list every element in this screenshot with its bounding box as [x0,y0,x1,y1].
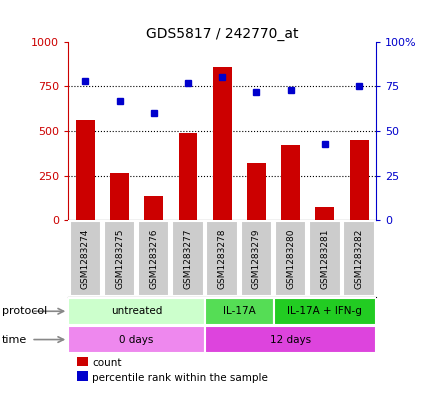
Text: time: time [2,334,27,345]
Bar [205,298,274,325]
Text: untreated: untreated [111,306,162,316]
Text: 0 days: 0 days [119,334,154,345]
Text: IL-17A: IL-17A [223,306,256,316]
Bar [281,145,300,220]
Text: GSM1283278: GSM1283278 [218,229,227,289]
Bar [76,120,95,220]
Text: protocol: protocol [2,306,48,316]
Bar [205,326,376,353]
Bar [309,221,341,296]
Text: GSM1283279: GSM1283279 [252,229,261,289]
Bar [213,67,231,220]
Bar [138,221,169,296]
Bar [275,221,306,296]
Text: GSM1283282: GSM1283282 [355,229,363,289]
Text: GSM1283274: GSM1283274 [81,229,90,289]
Bar [241,221,272,296]
Text: GSM1283277: GSM1283277 [183,229,192,289]
Bar [179,133,198,220]
Text: count: count [92,358,122,368]
Text: percentile rank within the sample: percentile rank within the sample [92,373,268,383]
Text: 12 days: 12 days [270,334,311,345]
Bar [104,221,135,296]
Bar [70,221,101,296]
Bar [172,221,204,296]
Text: GSM1283281: GSM1283281 [320,229,330,289]
Bar [247,163,266,220]
Bar [68,298,205,325]
Text: IL-17A + IFN-g: IL-17A + IFN-g [287,306,362,316]
Text: GSM1283280: GSM1283280 [286,229,295,289]
Bar [315,207,334,220]
Bar [68,326,205,353]
Text: GSM1283276: GSM1283276 [149,229,158,289]
Bar [274,298,376,325]
Bar [110,173,129,220]
Bar [350,140,369,220]
Bar [144,196,163,220]
Text: GSM1283275: GSM1283275 [115,229,124,289]
Bar [206,221,238,296]
Bar [343,221,375,296]
Title: GDS5817 / 242770_at: GDS5817 / 242770_at [146,27,298,40]
